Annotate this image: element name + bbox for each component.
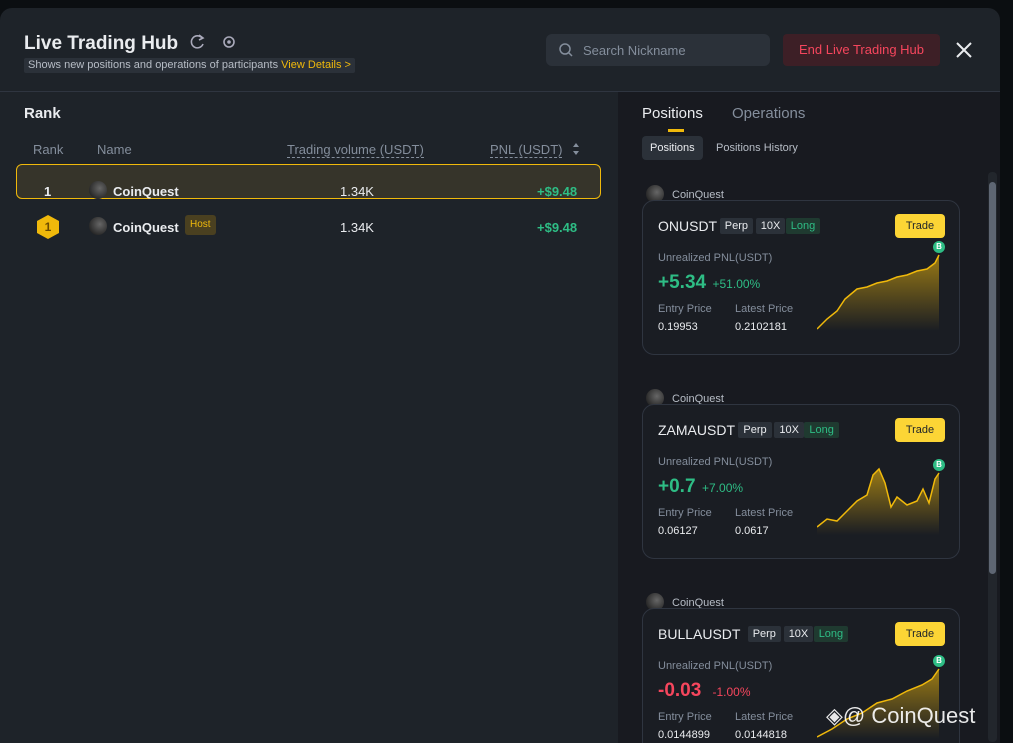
col: Name (97, 142, 132, 157)
latest-label: Latest Price (735, 303, 794, 315)
pnl: +0.7 (658, 476, 696, 497)
area (817, 469, 939, 535)
type: Perp (738, 422, 772, 438)
line (817, 254, 940, 330)
entry: 0.0144899 (658, 729, 710, 741)
col: PNL (USDT) (490, 142, 563, 158)
tab[interactable]: Operations (732, 105, 806, 122)
volume: 1.34K (340, 184, 374, 199)
avatar (646, 593, 664, 611)
row-highlight[interactable] (16, 164, 601, 199)
rank-title: Rank (24, 105, 61, 122)
pnl: +$9.48 (537, 184, 578, 199)
watermark: ◈@ CoinQuest (826, 703, 976, 728)
title: Live Trading Hub (24, 33, 179, 54)
host-badge: Host (185, 215, 216, 235)
pnl: +5.34 (658, 272, 707, 293)
modal: Live Trading Hub Shows new positions and… (0, 8, 1000, 743)
user: CoinQuest (672, 597, 724, 609)
marker: B (933, 241, 945, 253)
symbol: ONUSDT (658, 218, 718, 234)
sparkline (817, 254, 940, 331)
close[interactable] (955, 41, 973, 59)
latest: 0.0144818 (735, 729, 787, 741)
symbol: BULLAUSDT (658, 626, 741, 642)
name: CoinQuest (113, 184, 179, 199)
search-placeholder: Search Nickname (583, 43, 686, 58)
side: Long (813, 626, 849, 642)
pnl-label: Unrealized PNL(USDT) (658, 660, 773, 672)
search[interactable]: Search Nickname (546, 34, 770, 66)
latest: 0.2102181 (735, 321, 787, 333)
col: Trading volume (USDT) (287, 142, 424, 158)
leverage: 10X (755, 218, 786, 234)
area (817, 669, 939, 739)
subtab[interactable]: Positions (642, 136, 703, 160)
sparkline (817, 467, 940, 535)
entry: 0.19953 (658, 321, 698, 333)
scroll-thumb[interactable] (989, 182, 996, 574)
watermark-text: @ CoinQuest (842, 703, 976, 728)
position-card: BULLAUSDT Perp 10X Long Trade Unrealized PNL(… (642, 608, 960, 743)
position-card: ONUSDT Perp 10X Long Trade Unrealized PNL(USD… (642, 200, 960, 355)
area (817, 255, 939, 331)
leverage: 10X (774, 422, 804, 438)
user: CoinQuest (672, 393, 724, 405)
latest-label: Latest Price (735, 507, 794, 519)
side: Long (785, 218, 821, 234)
type: Perp (719, 218, 754, 234)
rank: 1 (44, 184, 52, 199)
pnl: -0.03 (658, 680, 702, 701)
avatar (646, 185, 664, 203)
tab-underline (668, 129, 684, 132)
marker: B (933, 655, 945, 667)
avatar (646, 389, 664, 407)
pnl-pct: -1.00% (712, 685, 751, 699)
trade-button[interactable]: Trade (895, 418, 945, 442)
line (817, 467, 940, 528)
divider (0, 91, 1000, 92)
avatar (89, 217, 107, 235)
subtitle-box: Shows new positions and operations of pa… (24, 58, 355, 73)
pnl-pct: +51.00% (712, 277, 761, 291)
entry: 0.06127 (658, 525, 698, 537)
rank-badge: 1 (37, 215, 59, 239)
name: CoinQuest (113, 220, 179, 235)
subtab[interactable]: Positions History (716, 142, 798, 154)
pnl: +$9.48 (537, 220, 578, 235)
entry-label: Entry Price (658, 303, 712, 315)
latest: 0.0617 (735, 525, 769, 537)
end-button[interactable]: End Live Trading Hub (783, 34, 940, 66)
pnl-label: Unrealized PNL(USDT) (658, 252, 773, 264)
view-details[interactable]: View Details > (281, 59, 351, 71)
entry-label: Entry Price (658, 711, 712, 723)
entry-label: Entry Price (658, 507, 712, 519)
leverage: 10X (783, 626, 814, 642)
trade-button[interactable]: Trade (895, 214, 945, 238)
avatar (89, 181, 107, 199)
tab[interactable]: Positions (642, 105, 703, 122)
pnl-label: Unrealized PNL(USDT) (658, 456, 773, 468)
line (817, 668, 940, 738)
latest-label: Latest Price (735, 711, 794, 723)
search-icon (559, 43, 573, 57)
marker: B (933, 459, 945, 471)
trade-button[interactable]: Trade (895, 622, 945, 646)
position-card: ZAMAUSDT Perp 10X Long Trade Unrealized PNL(U… (642, 404, 960, 559)
subtitle: Shows new positions and operations of pa… (28, 59, 279, 71)
sparkline (817, 668, 940, 739)
col: Rank (33, 142, 64, 157)
type: Perp (747, 626, 781, 642)
pnl-pct: +7.00% (702, 481, 744, 495)
symbol: ZAMAUSDT (658, 422, 735, 438)
icons[interactable] (188, 32, 248, 52)
volume: 1.34K (340, 220, 374, 235)
user: CoinQuest (672, 189, 724, 201)
side: Long (804, 422, 839, 438)
sort[interactable] (572, 143, 580, 155)
